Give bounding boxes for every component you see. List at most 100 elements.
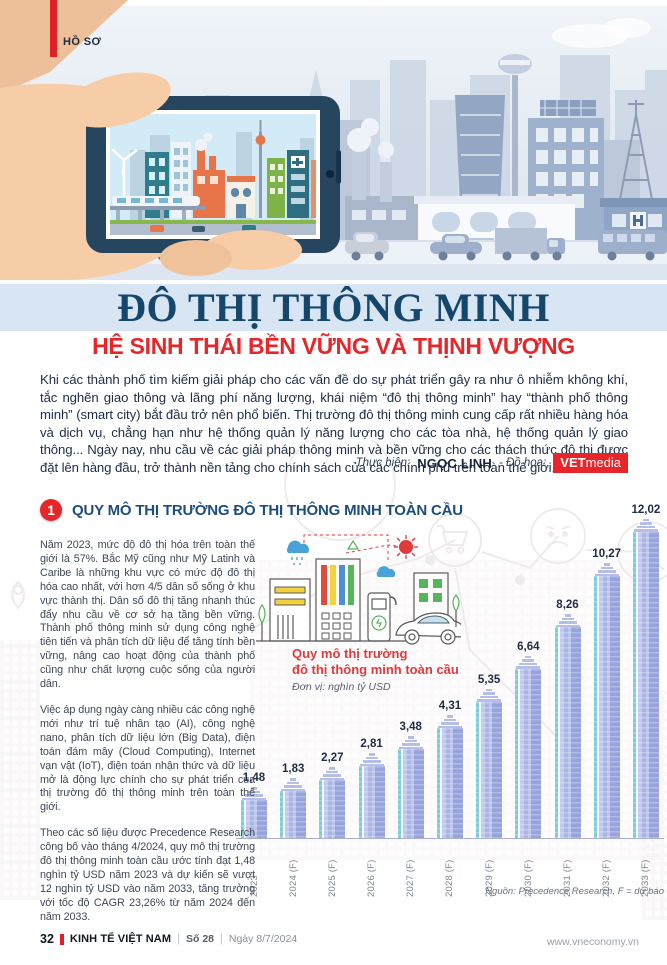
building-shaft (358, 766, 385, 838)
chart-bar: 1,83 (275, 763, 311, 838)
website-url: www.vneconomy.vn (546, 936, 639, 948)
bar-value-label: 10,27 (592, 548, 622, 561)
building-roof (437, 714, 462, 729)
intro-paragraph: Khi các thành phố tìm kiếm giải pháp cho… (40, 372, 628, 475)
paragraph: Việc áp dụng ngày càng nhiều các công ng… (40, 703, 255, 814)
chart-bar: 3,48 (393, 721, 429, 838)
chart-bar: 2,27 (314, 752, 350, 838)
building-shaft (632, 531, 659, 838)
chart-caption: Quy mô thị trường đô thị thông minh toàn… (292, 646, 459, 693)
vetmedia-logo: VETmedia (553, 453, 628, 473)
factory-icon (193, 132, 225, 218)
smartphone-icon (86, 96, 341, 253)
car-icon (345, 232, 389, 261)
building-roof (594, 562, 619, 577)
building-roof (633, 518, 658, 532)
building-shaft (241, 800, 267, 838)
kicker-label: HỒ SƠ (63, 36, 102, 48)
building-icon (315, 558, 361, 642)
section-number-badge: 1 (40, 499, 62, 521)
bar-value-label: 5,35 (477, 673, 501, 686)
chart-title: đô thị thông minh toàn cầu (292, 662, 459, 677)
page-number: 32 (40, 932, 54, 946)
bar-value-label: 6,64 (517, 640, 540, 653)
building-shaft (593, 576, 620, 838)
hospital-icon (287, 150, 309, 218)
chart-bar: 4,31 (432, 700, 468, 838)
chart-bar: 2,81 (354, 738, 390, 838)
shop-building (227, 176, 255, 218)
building-roof (242, 786, 266, 801)
building-roof (477, 688, 502, 702)
building-shaft (280, 791, 307, 838)
building-roof (516, 655, 541, 669)
body-column: Năm 2023, mức độ đô thị hóa trên toàn th… (40, 539, 255, 937)
credit-line: Thực hiện: NGỌC LINH - Đồ họa: VETmedia (356, 453, 628, 473)
smart-car-icon (395, 612, 461, 645)
magazine-name: KINH TẾ VIỆT NAM (69, 933, 172, 945)
dashed-connector (303, 534, 407, 561)
smart-city-illustration (256, 534, 461, 645)
bar-value-label: 1,48 (242, 772, 266, 785)
train-icon (110, 196, 206, 222)
sun-icon (394, 535, 418, 559)
bar-value-label: 4,31 (438, 700, 462, 713)
location-pin-icon (11, 580, 25, 610)
credit-author: NGỌC LINH (417, 455, 492, 471)
cloud-icon (376, 566, 396, 577)
building-roof (555, 613, 580, 628)
bar-value-label: 2,27 (321, 752, 344, 765)
title-band: ĐÔ THỊ THÔNG MINH (0, 284, 667, 331)
building-shaft (319, 780, 346, 838)
chart-unit: Đơn vị: nghìn tỷ USD (292, 681, 391, 693)
bar-value-label: 8,26 (556, 599, 579, 612)
phone-screen-city (110, 114, 316, 235)
header-illustration (0, 0, 667, 280)
issue-date: Ngày 8/7/2024 (228, 933, 298, 945)
building-icon (269, 578, 311, 642)
separator: | (220, 933, 223, 945)
building-shaft (515, 668, 542, 838)
building-shaft (436, 728, 463, 838)
tv-tower-icon (255, 120, 266, 218)
credit-label: - Đồ họa: (498, 457, 547, 469)
bar-value-label: 1,83 (281, 763, 305, 776)
building-shaft (397, 749, 424, 838)
car-icon (430, 234, 482, 261)
section-title: QUY MÔ THỊ TRƯỜNG ĐÔ THỊ THÔNG MINH TOÀN… (72, 501, 463, 519)
rain-cloud-icon (287, 540, 310, 565)
bar-value-label: 2,81 (360, 738, 383, 751)
antenna-tower-icon (617, 100, 655, 211)
building-roof (359, 752, 384, 767)
page-footer: 32 KINH TẾ VIỆT NAM | Số 28 | Ngày 8/7/2… (40, 932, 297, 946)
hand-icon (65, 72, 302, 276)
kicker-red-bar (50, 0, 57, 57)
bus-icon (598, 230, 667, 261)
chart-bar: 12,02 (628, 504, 664, 838)
building-shaft (476, 701, 503, 838)
chart-source: Nguồn: Precedence Research, F = dự báo (485, 886, 664, 897)
observation-tower (512, 75, 518, 255)
building-shaft (554, 627, 581, 838)
building-roof (320, 766, 345, 781)
chart-bar: 1,48 (236, 772, 272, 838)
x-axis (236, 837, 664, 839)
phone-camera-icon (326, 170, 334, 178)
credit-label: Thực hiện: (355, 457, 411, 469)
cloud-icon (603, 18, 651, 38)
chart-bar: 10,27 (589, 548, 625, 838)
building-roof (281, 777, 306, 792)
footer-red-bar (59, 933, 64, 945)
building-roof (398, 735, 423, 750)
issue-number: Số 28 (185, 933, 214, 945)
separator: | (177, 933, 180, 945)
chart-bar: 6,64 (510, 641, 546, 838)
page-title: ĐÔ THỊ THÔNG MINH (117, 285, 550, 330)
factory-icon (345, 118, 425, 244)
chart-bar: 5,35 (471, 674, 507, 838)
paragraph: Theo các số liệu được Precedence Researc… (40, 827, 255, 923)
recycle-icon (346, 539, 360, 550)
paragraph: Năm 2023, mức độ đô thị hóa trên toàn th… (40, 539, 255, 691)
building-pattern-watermark (0, 640, 40, 900)
